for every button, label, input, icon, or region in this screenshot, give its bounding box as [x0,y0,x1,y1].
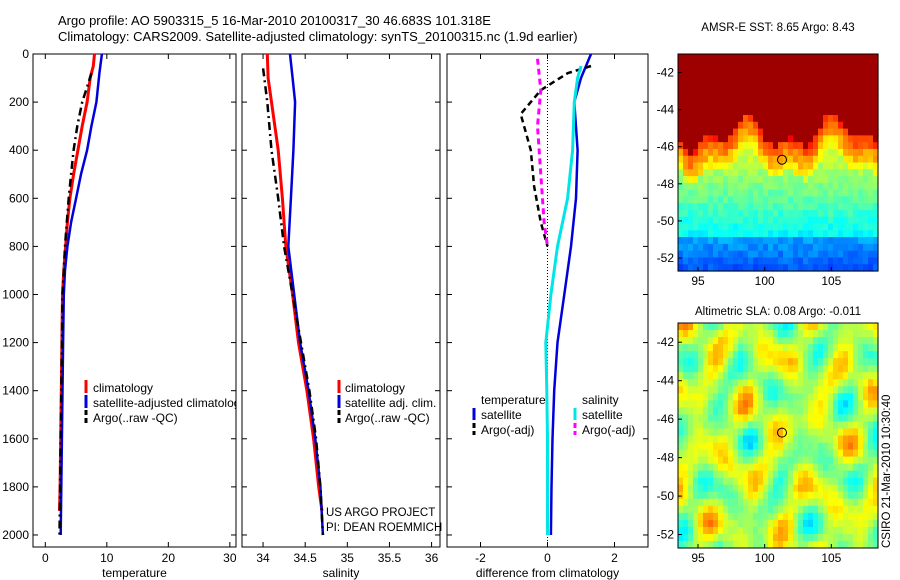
figure-title-line2: Climatology: CARS2009. Satellite-adjuste… [58,29,578,44]
credit-project: US ARGO PROJECT [326,507,436,519]
temperature-series-2 [58,72,93,536]
temperature-legend-label-2: Argo(..raw -QC) [93,411,178,425]
temperature-xtick-label: 0 [42,551,49,565]
temperature-ytick-label: 400 [9,143,29,157]
temperature-ytick-label: 1600 [2,432,29,446]
figure-title-line1: Argo profile: AO 5903315_5 16-Mar-2010 2… [58,13,491,28]
credit-pi: PI: DEAN ROEMMICH [326,522,443,534]
temperature-xtick-label: 10 [100,551,114,565]
temperature-legend-label-0: climatology [93,381,153,395]
temperature-xtick-label: 20 [162,551,176,565]
temperature-ytick-label: 600 [9,191,29,205]
temperature-legend-label-1: satellite-adjusted climatology [93,396,246,410]
temperature-ytick-label: 0 [22,47,29,61]
sla-map-title: Altimetric SLA: 0.08 Argo: -0.011 [695,306,861,318]
csiro-timestamp: CSIRO 21-Mar-2010 10:30:40 [881,394,893,548]
temperature-ytick-label: 2000 [2,528,29,542]
temperature-axes-box [32,53,237,548]
temperature-ytick-label: 1400 [2,384,29,398]
temperature-xlabel: temperature [102,566,167,580]
sst-map-title: AMSR-E SST: 8.65 Argo: 8.43 [701,22,855,34]
temperature-xtick-label: 30 [223,551,237,565]
temperature-ytick-label: 1800 [2,480,29,494]
temperature-ytick-label: 800 [9,239,29,253]
temperature-ytick-label: 1200 [2,336,29,350]
temperature-ytick-label: 1000 [2,287,29,301]
temperature-ytick-label: 200 [9,95,29,109]
